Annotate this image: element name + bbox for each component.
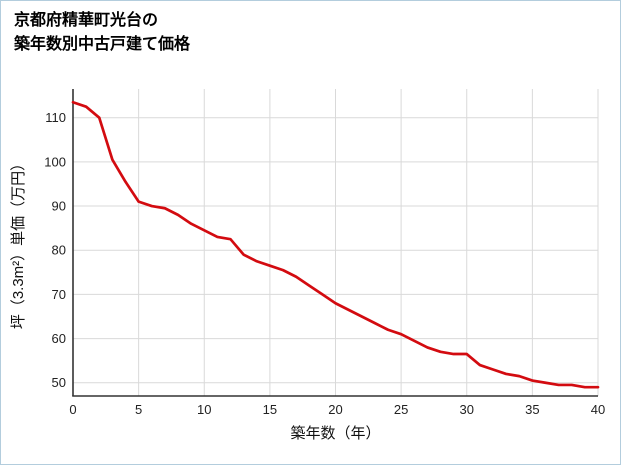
x-tick-label: 40 bbox=[591, 402, 605, 417]
y-tick-label: 90 bbox=[52, 199, 66, 214]
y-tick-label: 50 bbox=[52, 375, 66, 390]
y-tick-label: 60 bbox=[52, 331, 66, 346]
y-tick-label: 100 bbox=[44, 154, 66, 169]
x-tick-label: 30 bbox=[460, 402, 474, 417]
chart-title: 京都府精華町光台の 築年数別中古戸建て価格 bbox=[14, 9, 190, 57]
y-tick-label: 110 bbox=[45, 110, 66, 125]
x-tick-label: 35 bbox=[525, 402, 539, 417]
x-axis-title: 築年数（年） bbox=[290, 424, 380, 442]
chart-title-line1: 京都府精華町光台の bbox=[14, 12, 159, 29]
x-tick-label: 10 bbox=[197, 402, 211, 417]
chart-title-line2: 築年数別中古戸建て価格 bbox=[14, 36, 191, 53]
x-tick-label: 0 bbox=[69, 402, 76, 417]
x-tick-label: 25 bbox=[394, 402, 408, 417]
y-tick-label: 70 bbox=[52, 287, 66, 302]
x-tick-label: 5 bbox=[135, 402, 142, 417]
x-tick-label: 15 bbox=[263, 402, 277, 417]
price-series-line bbox=[71, 100, 600, 389]
y-tick-label: 80 bbox=[52, 243, 66, 258]
y-axis-title: 坪（3.3m²）単価（万円） bbox=[10, 156, 27, 329]
x-tick-label: 20 bbox=[328, 402, 342, 417]
